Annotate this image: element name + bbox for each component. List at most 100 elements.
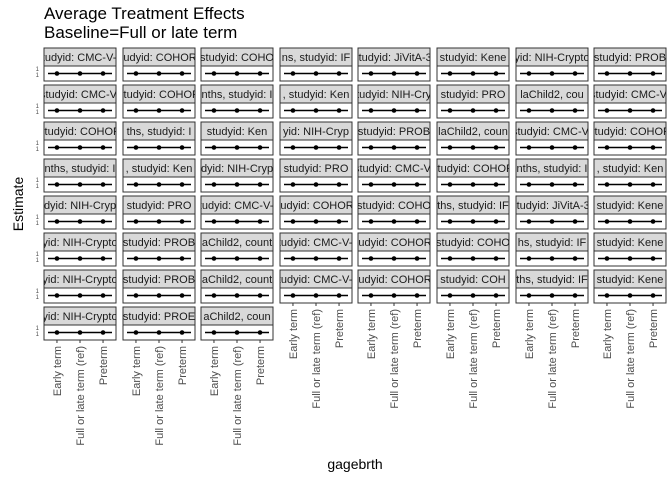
estimate-point (313, 108, 319, 113)
estimate-point (391, 182, 397, 187)
estimate-point (179, 330, 185, 335)
estimate-point (526, 256, 532, 261)
estimate-point (493, 108, 499, 113)
facet-strip-label: studyid: Kene (597, 237, 664, 249)
estimate-point (572, 71, 578, 76)
estimate-point (234, 71, 240, 76)
facet-strip-label: ns, studyid: IF (282, 52, 351, 64)
estimate-point (604, 108, 610, 113)
facet-strip-label: yid: NIH-Crypto (42, 237, 117, 249)
estimate-point (133, 256, 139, 261)
estimate-point (526, 182, 532, 187)
estimate-point (290, 108, 296, 113)
estimate-point (133, 108, 139, 113)
estimate-point (391, 219, 397, 224)
x-tick-label: Full or late term (ref) (547, 309, 559, 409)
estimate-point (257, 182, 263, 187)
estimate-point (414, 71, 420, 76)
x-tick-label: Early term (524, 309, 536, 359)
estimate-point (156, 293, 162, 298)
estimate-point (493, 145, 499, 150)
y-tick-label: 1 (36, 178, 40, 184)
estimate-point (234, 219, 240, 224)
estimate-point (313, 71, 319, 76)
estimate-point (290, 182, 296, 187)
facet-strip-label: ths, studyid: IF (437, 200, 509, 212)
estimate-point (336, 293, 342, 298)
y-tick-label: 1 (36, 258, 40, 264)
estimate-point (133, 293, 139, 298)
estimate-point (470, 71, 476, 76)
estimate-point (414, 256, 420, 261)
x-tick-label: Preterm (334, 309, 346, 348)
x-tick-label: Full or late term (ref) (389, 309, 401, 409)
estimate-point (77, 219, 83, 224)
estimate-point (650, 256, 656, 261)
y-tick-label: 1 (36, 147, 40, 153)
facet-strip-label: studyid: JiVitA-3, (353, 52, 435, 64)
x-tick-label: Early term (209, 346, 221, 396)
facet-strip-label: ths, studyid: IF (516, 274, 588, 286)
x-axis-label: gagebrth (327, 456, 383, 472)
x-tick-label: Early term (131, 346, 143, 396)
facet-strip-label: studyid: COHORT (350, 274, 439, 286)
estimate-point (549, 219, 555, 224)
facet-strip-label: studyid: CMC-V-B (272, 237, 359, 249)
facet-strip-label: yid: NIH-Crypto (42, 311, 117, 323)
estimate-point (549, 71, 555, 76)
x-tick-label: Preterm (648, 309, 660, 348)
estimate-point (77, 256, 83, 261)
estimate-point (604, 182, 610, 187)
x-tick-label: Full or late term (ref) (232, 346, 244, 446)
facet-strip-label: laChild2, cou (520, 89, 584, 101)
estimate-point (470, 182, 476, 187)
estimate-point (549, 182, 555, 187)
estimate-point (77, 330, 83, 335)
estimate-point (470, 145, 476, 150)
estimate-point (336, 182, 342, 187)
estimate-point (179, 108, 185, 113)
estimate-point (211, 219, 217, 224)
estimate-point (604, 145, 610, 150)
estimate-point (290, 293, 296, 298)
facet-strip-label: studyid: CMC-V-B (193, 200, 280, 212)
facet-strip-label: studyid: PROB (594, 52, 666, 64)
x-tick-label: Early term (52, 346, 64, 396)
y-tick-label: 1 (36, 67, 40, 73)
facet-strip-label: yid: NIH-Cryp (283, 126, 349, 138)
estimate-point (257, 71, 263, 76)
estimate-point (336, 219, 342, 224)
estimate-point (368, 256, 374, 261)
facet-strip-label: nths, studyid: I (202, 89, 273, 101)
estimate-point (179, 293, 185, 298)
facet-strip-label: studyid: CMC-V- (512, 126, 592, 138)
estimate-point (77, 182, 83, 187)
y-tick-label: 1 (36, 295, 40, 301)
facet-strip-label: dyid: NIH-Cryp (201, 163, 273, 175)
estimate-point (156, 108, 162, 113)
facet-strip-label: studyid: PRO (441, 89, 506, 101)
x-tick-label: Early term (288, 309, 300, 359)
estimate-point (179, 145, 185, 150)
x-tick-label: Preterm (98, 346, 110, 385)
estimate-point (650, 71, 656, 76)
estimate-point (447, 145, 453, 150)
estimate-point (627, 108, 633, 113)
facet-strip-label: hs, studyid: IF (518, 237, 587, 249)
estimate-point (156, 145, 162, 150)
estimate-point (234, 108, 240, 113)
estimate-point (572, 108, 578, 113)
estimate-point (313, 182, 319, 187)
facet-strip-label: nths, studyid: I (45, 163, 116, 175)
estimate-point (549, 293, 555, 298)
facet-strip-label: aChild2, count (202, 237, 272, 249)
estimate-point (572, 256, 578, 261)
facet-strip-label: studyid: COHOR (432, 163, 514, 175)
estimate-point (650, 219, 656, 224)
facet-strip-label: studyid: Kene (597, 274, 664, 286)
estimate-point (211, 182, 217, 187)
estimate-point (313, 256, 319, 261)
facet-strip-label: studyid: COHORT (350, 237, 439, 249)
estimate-point (627, 293, 633, 298)
